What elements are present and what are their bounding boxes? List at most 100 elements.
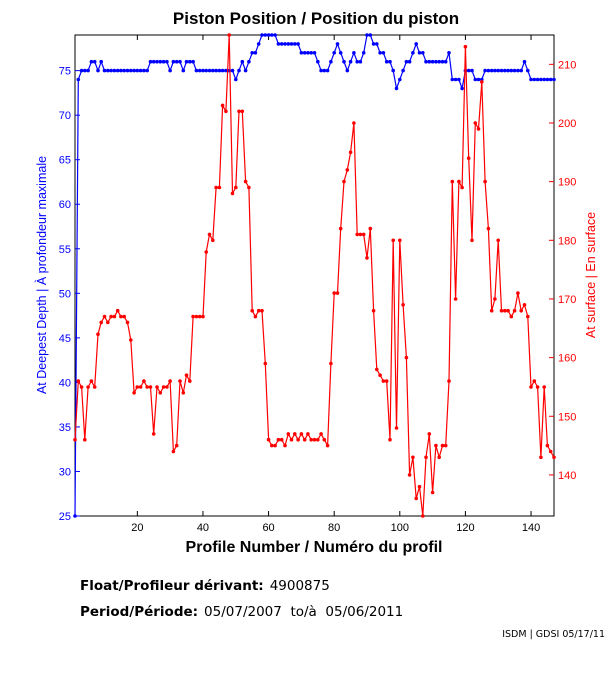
left-series-point <box>79 68 84 73</box>
right-series-point <box>293 432 297 436</box>
right-series-point <box>260 308 264 313</box>
left-series-point <box>365 33 369 37</box>
right-series-point <box>388 437 392 442</box>
left-series-point <box>542 77 546 82</box>
right-series-point <box>312 437 317 442</box>
left-series-point <box>476 77 481 82</box>
right-series-point <box>119 314 123 319</box>
left-series-point <box>83 68 87 73</box>
left-series-point <box>129 68 133 73</box>
left-series-point <box>151 59 156 64</box>
right-series-point <box>443 443 448 448</box>
right-series-point <box>109 314 113 319</box>
right-series-point <box>506 308 510 313</box>
right-series-point <box>434 443 438 448</box>
right-series-point <box>358 232 363 237</box>
left-series-point <box>138 68 143 73</box>
left-series-point <box>171 59 176 64</box>
left-series-point <box>115 68 120 73</box>
chart-title: Piston Position / Position du piston <box>173 9 459 28</box>
left-series-point <box>532 77 537 82</box>
left-series-point <box>348 59 353 64</box>
x-tick-label: 20 <box>131 522 143 534</box>
x-tick-label: 140 <box>522 522 540 534</box>
left-series-point <box>319 68 323 73</box>
right-series-point <box>184 373 189 378</box>
left-series-point <box>299 51 304 55</box>
right-series-point <box>424 455 428 460</box>
right-series-point <box>279 437 284 442</box>
left-series-point <box>263 33 268 37</box>
left-series-point <box>174 59 179 64</box>
right-series-point <box>365 256 369 260</box>
right-series-point <box>447 379 451 383</box>
right-series-point <box>493 297 497 301</box>
right-series-point <box>201 314 205 319</box>
right-series-point <box>204 250 208 254</box>
left-series-point <box>194 68 199 73</box>
left-series-point <box>414 42 419 46</box>
left-series-point <box>240 59 245 64</box>
left-series-point <box>266 33 271 37</box>
left-series-point <box>401 68 405 73</box>
right-y-tick-label: 170 <box>558 294 576 306</box>
left-series-point <box>506 68 510 73</box>
left-series-point <box>483 68 487 73</box>
right-series-point <box>437 455 442 460</box>
left-y-tick-label: 45 <box>59 333 71 345</box>
left-series-point <box>86 68 90 73</box>
left-series-point <box>388 59 392 64</box>
right-series-point <box>227 33 231 37</box>
left-series-point <box>417 51 422 55</box>
right-series-point <box>381 379 386 383</box>
right-series-point <box>319 432 323 436</box>
left-series-point <box>250 51 254 55</box>
left-series-point <box>411 51 415 55</box>
left-series-point <box>338 51 343 55</box>
left-series-point <box>316 59 320 64</box>
right-series-point <box>194 314 199 319</box>
right-series-point <box>92 385 97 389</box>
right-series-point <box>348 150 353 155</box>
left-series-point <box>224 68 228 73</box>
right-series-point <box>132 391 136 395</box>
left-series-point <box>371 42 376 46</box>
period-label: Period/Période: <box>80 604 199 620</box>
right-series-point <box>414 496 419 501</box>
left-series-point <box>512 68 517 73</box>
right-series-point <box>158 391 163 395</box>
left-series-point <box>552 77 556 82</box>
right-series-point <box>138 385 143 389</box>
right-series-point <box>151 432 156 436</box>
x-axis-ticks: 20 40 60 80 100 120 140 <box>131 35 540 534</box>
right-series-point <box>407 473 412 477</box>
right-series-point <box>361 232 366 237</box>
left-series-point <box>404 59 409 64</box>
right-series-point <box>145 385 149 389</box>
left-series-point <box>168 68 172 73</box>
right-series-point <box>171 449 176 454</box>
left-series-point <box>293 42 297 46</box>
right-series-point <box>535 385 540 389</box>
left-series-point <box>273 33 277 37</box>
right-series-point <box>391 238 396 243</box>
left-series-point <box>125 68 130 73</box>
right-series-point <box>342 179 346 184</box>
right-series-point <box>129 338 133 342</box>
right-y-axis-label: At surface | En surface <box>584 212 598 338</box>
left-series-point <box>214 68 218 73</box>
left-series-point <box>493 68 497 73</box>
right-series-point <box>125 320 130 325</box>
right-series-point <box>230 191 235 196</box>
right-series-point <box>181 391 186 395</box>
right-series-point <box>102 314 107 319</box>
right-series-point <box>486 226 491 231</box>
left-series-point <box>155 59 159 64</box>
left-series-point <box>191 59 195 64</box>
right-series-point <box>302 437 307 442</box>
right-series-point <box>421 514 425 518</box>
left-series-point <box>237 68 241 73</box>
left-y-tick-label: 75 <box>59 66 71 78</box>
right-series-point <box>73 437 77 442</box>
right-series-point <box>211 238 215 243</box>
